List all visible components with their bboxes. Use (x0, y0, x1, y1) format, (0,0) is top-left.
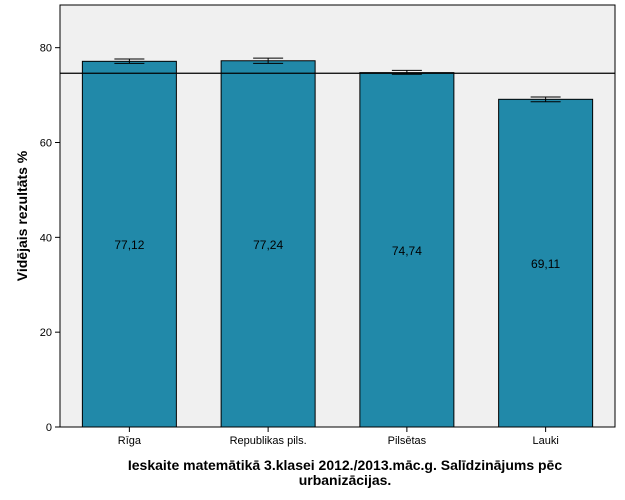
x-axis-title-line2: urbanizācijas. (298, 472, 392, 488)
x-tick-label-2: Republikas pils. (230, 435, 307, 447)
x-axis-title: Ieskaite matemātikā 3.klasei 2012./2013.… (60, 458, 625, 488)
bar-3 (359, 72, 455, 428)
x-tick-label-4: Lauki (532, 435, 558, 447)
y-axis-title: Vidējais rezultāts % (14, 150, 30, 281)
y-tick-label-20: 20 (40, 327, 52, 339)
x-axis-title-line1: Ieskaite matemātikā 3.klasei 2012./2013.… (127, 457, 563, 473)
y-tick-label-80: 80 (40, 43, 52, 55)
y-tick-label-0: 0 (46, 422, 52, 434)
bar-1 (81, 60, 177, 428)
bar-4 (498, 98, 594, 428)
data-label-2: 77,24 (253, 238, 283, 252)
x-tick-label-3: Pilsētas (388, 435, 427, 447)
y-tick-label-60: 60 (40, 138, 52, 150)
data-label-4: 69,11 (531, 257, 560, 271)
data-label-3: 74,74 (392, 244, 422, 258)
data-label-1: 77,12 (114, 238, 144, 252)
y-tick-label-40: 40 (40, 232, 52, 244)
x-tick-label-1: Rīga (118, 435, 142, 447)
